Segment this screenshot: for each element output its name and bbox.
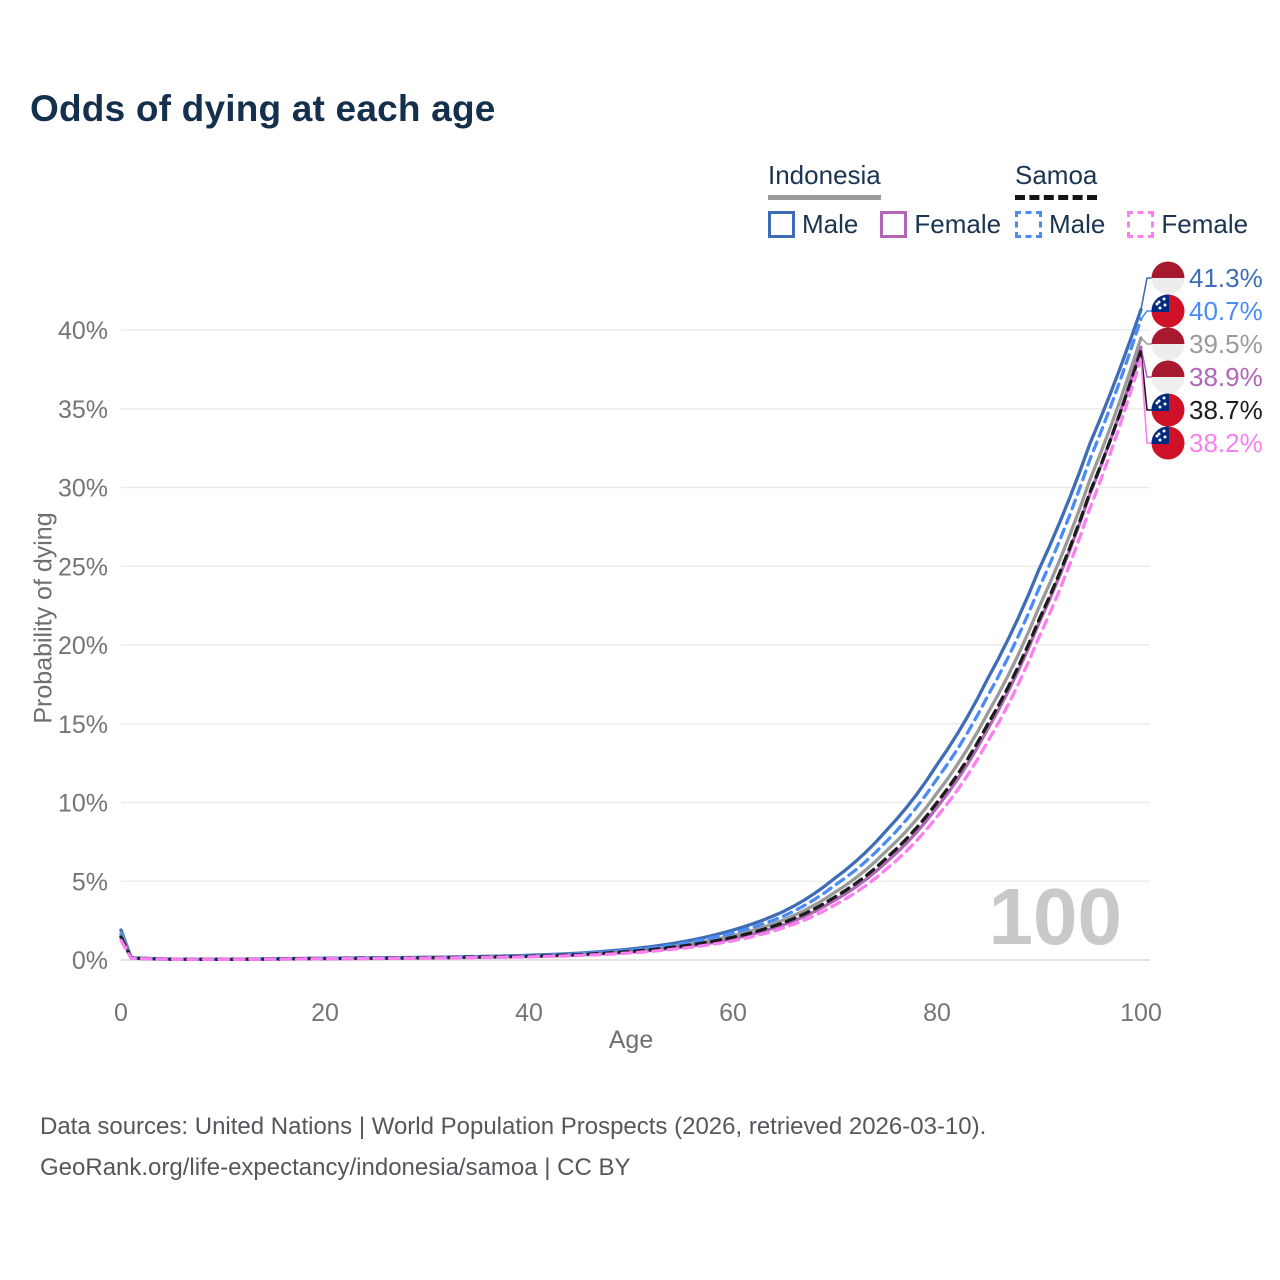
samoa-star (1155, 434, 1159, 438)
legend-item-samoa-female[interactable]: Female (1127, 209, 1248, 240)
y-tick-label: 5% (72, 868, 108, 896)
indonesia-flag-icon (1151, 278, 1185, 295)
samoa-star (1163, 402, 1167, 406)
x-tick-label: 0 (114, 999, 128, 1027)
samoa-star (1162, 297, 1166, 301)
legend-item-label: Male (802, 209, 859, 239)
y-tick-label: 20% (58, 632, 108, 660)
samoa-female-swatch-icon (1127, 211, 1155, 238)
series-line-samoa-female[interactable] (119, 356, 1143, 962)
end-label-connector (1140, 277, 1152, 310)
legend-header-indonesia[interactable]: Indonesia (768, 160, 881, 200)
y-tick-label: 25% (58, 553, 108, 581)
series-line-indonesia-female[interactable] (119, 345, 1143, 962)
y-tick-label: 30% (58, 475, 108, 503)
samoa-star (1157, 399, 1161, 403)
footer-data-sources: Data sources: United Nations | World Pop… (40, 1113, 987, 1140)
legend-item-indonesia-female[interactable]: Female (880, 209, 1001, 240)
end-value-label-indonesia-male: 41.3% (1189, 263, 1263, 293)
samoa-star (1163, 435, 1167, 439)
series-line-samoa-all[interactable] (119, 348, 1143, 962)
samoa-star (1162, 396, 1166, 400)
samoa-star (1155, 401, 1159, 405)
hover-age-watermark: 100 (989, 872, 1122, 961)
end-label-connector (1140, 358, 1152, 444)
legend-group-indonesia: Indonesia Male Female (768, 160, 1023, 240)
legend-item-label: Female (914, 209, 1002, 239)
end-value-label-indonesia-all: 39.5% (1189, 329, 1263, 359)
y-tick-label: 40% (58, 317, 108, 345)
samoa-star (1163, 303, 1167, 307)
legend-item-indonesia-male[interactable]: Male (768, 209, 858, 240)
indonesia-flag-icon (1151, 360, 1185, 377)
samoa-star (1155, 302, 1159, 306)
indonesia-female-swatch-icon (880, 211, 908, 238)
samoa-star (1158, 405, 1162, 409)
x-tick-label: 80 (923, 999, 951, 1027)
y-tick-label: 0% (72, 947, 108, 975)
end-value-label-samoa-female: 38.2% (1189, 428, 1263, 458)
x-tick-label: 100 (1120, 999, 1162, 1027)
indonesia-flag-icon (1151, 327, 1185, 344)
end-label-connector (1140, 310, 1152, 320)
x-axis-title: Age (608, 1026, 654, 1054)
y-axis-title: Probability of dying (29, 512, 58, 724)
series-line-indonesia-male[interactable] (119, 307, 1143, 961)
end-label-connector (1140, 350, 1152, 411)
end-label-connector (1140, 337, 1152, 345)
footer: Data sources: United Nations | World Pop… (40, 1106, 986, 1188)
legend-item-label: Male (1049, 209, 1106, 239)
samoa-male-swatch-icon (1015, 211, 1042, 238)
page-title: Odds of dying at each age (30, 88, 496, 129)
samoa-star (1158, 438, 1162, 442)
legend-item-label: Female (1161, 209, 1249, 239)
indonesia-flag-icon (1151, 261, 1185, 278)
series-line-indonesia-all[interactable] (119, 336, 1143, 961)
end-label-connector (1140, 347, 1152, 378)
y-tick-label: 10% (58, 790, 108, 818)
y-tick-label: 15% (58, 711, 108, 739)
end-value-label-samoa-male: 40.7% (1189, 296, 1263, 326)
x-tick-label: 40 (515, 999, 543, 1027)
indonesia-flag-icon (1151, 377, 1185, 394)
end-value-label-indonesia-female: 38.9% (1189, 362, 1263, 392)
x-tick-label: 60 (719, 999, 747, 1027)
samoa-star (1158, 306, 1162, 310)
footer-attribution: GeoRank.org/life-expectancy/indonesia/sa… (40, 1154, 631, 1181)
y-tick-label: 35% (58, 396, 108, 424)
samoa-star (1157, 432, 1161, 436)
legend-header-samoa[interactable]: Samoa (1015, 160, 1098, 200)
samoa-star (1162, 429, 1166, 433)
indonesia-flag-icon (1151, 344, 1185, 361)
end-value-label-samoa-all: 38.7% (1189, 395, 1263, 425)
indonesia-male-swatch-icon (768, 211, 795, 238)
legend-item-samoa-male[interactable]: Male (1015, 209, 1105, 240)
legend-group-samoa: Samoa Male Female (1015, 160, 1270, 240)
series-line-samoa-male[interactable] (119, 317, 1143, 961)
samoa-star (1157, 300, 1161, 304)
x-tick-label: 20 (311, 999, 339, 1027)
